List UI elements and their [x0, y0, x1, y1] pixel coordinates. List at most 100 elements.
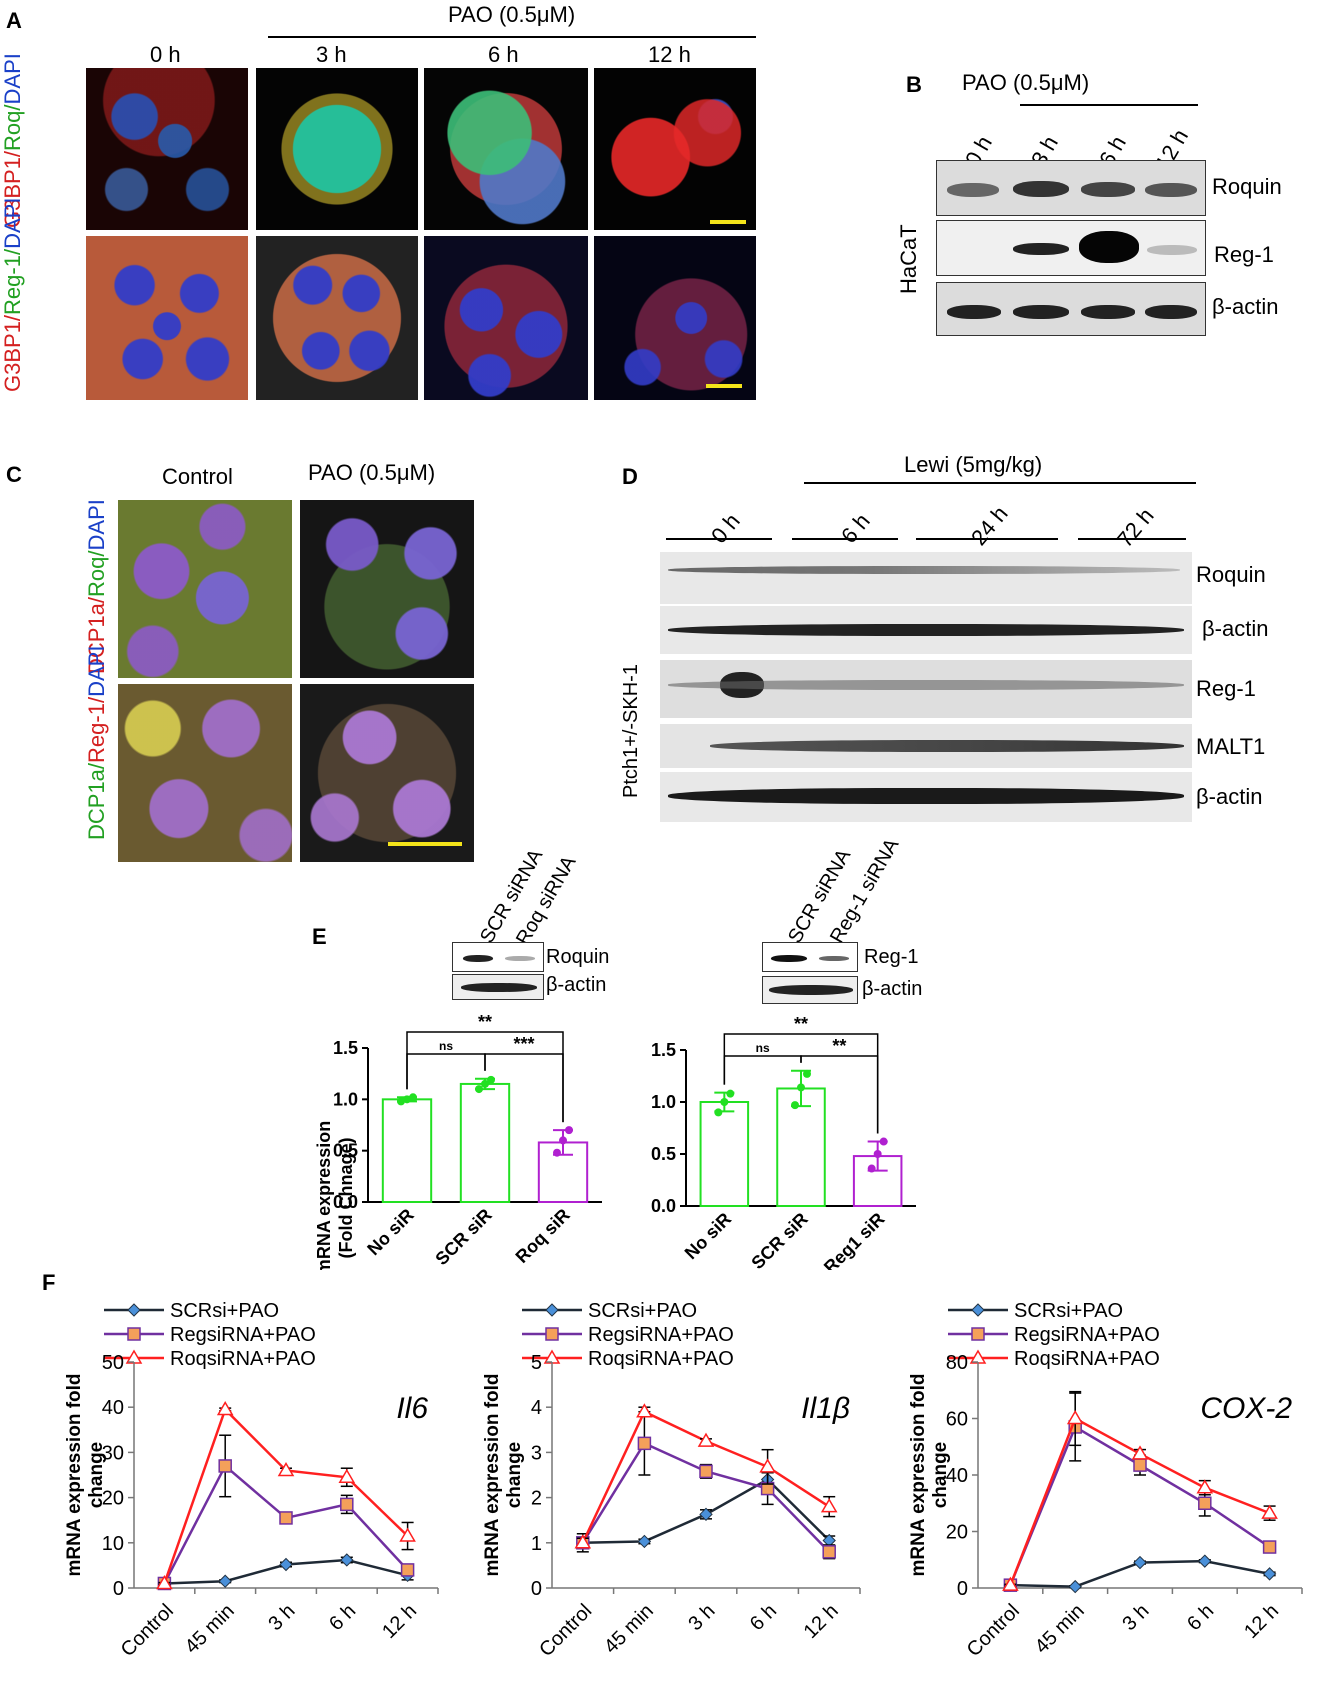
y-tick-label: 10	[102, 1533, 124, 1555]
data-point-square	[822, 1545, 836, 1559]
data-point-diamond	[127, 1303, 141, 1317]
data-point-triangle	[1131, 1445, 1149, 1460]
bar	[699, 1101, 750, 1207]
data-point-square	[127, 1327, 141, 1341]
x-tick-label: Control	[117, 1600, 178, 1661]
data-point	[714, 1108, 723, 1117]
data-point-triangle	[338, 1468, 356, 1484]
panel-c-row2-stain: DCP1a/Reg-1/DAPI	[84, 645, 109, 840]
y-tick-label: 0.5	[651, 1144, 676, 1164]
panel-d-group-24h: 24 h	[966, 501, 1013, 551]
y-tick-label: 30	[102, 1442, 124, 1464]
data-point	[553, 1148, 561, 1157]
data-point-square	[1262, 1540, 1277, 1554]
data-point	[720, 1098, 729, 1106]
blot-e-actin-left-label: β-actin	[546, 974, 607, 996]
series-line	[163, 1407, 409, 1584]
blot-e-reg1-label: Reg-1	[864, 946, 919, 968]
data-point-diamond	[340, 1553, 354, 1567]
x-tick-label: 6 h	[746, 1600, 781, 1635]
blot-e-actin-right	[762, 976, 858, 1004]
data-point	[726, 1089, 735, 1098]
data-point-triangle	[1002, 1576, 1019, 1591]
category-label: SCR siR	[747, 1209, 811, 1270]
significance-label: ns	[756, 1041, 770, 1055]
legend-label: RoqsiRNA+PAO	[170, 1348, 316, 1370]
micrograph-a-roq-6h	[424, 68, 588, 230]
legend-label: RegsiRNA+PAO	[1014, 1324, 1160, 1346]
y-tick-label: 0.5	[333, 1141, 358, 1161]
gene-label: Il6	[396, 1392, 428, 1425]
y-tick-label: 1.0	[651, 1092, 676, 1112]
chart-e-left: mRNA expression (Fold Chnage) 0.0 0.5 1.0 1…	[314, 1012, 602, 1270]
micrograph-a-reg1-0h	[86, 236, 248, 400]
x-tick-label: 12 h	[1240, 1600, 1283, 1643]
stain-green: Roq/	[0, 104, 25, 151]
data-point-square	[1198, 1496, 1212, 1510]
data-point-triangle	[216, 1400, 234, 1416]
blot-d-roquin-label: Roquin	[1196, 562, 1266, 587]
blot-e-reg1	[762, 942, 858, 972]
data-point-square	[699, 1464, 713, 1479]
blot-e-actin-left	[452, 974, 544, 1000]
y-axis-label: mRNA expression fold	[64, 1373, 85, 1576]
legend-label: RoqsiRNA+PAO	[1014, 1348, 1160, 1370]
category-label: No siR	[681, 1209, 735, 1263]
y-axis-label: change	[86, 1442, 107, 1509]
panel-d-group-72h: 72 h	[1112, 503, 1159, 553]
y-tick-label: 20	[102, 1488, 124, 1510]
blot-d-actin1	[660, 606, 1192, 654]
blot-d-reg1	[660, 660, 1192, 718]
data-point	[403, 1095, 411, 1104]
data-point-diamond	[279, 1557, 293, 1572]
data-point-triangle	[636, 1403, 653, 1418]
data-point	[475, 1085, 483, 1094]
legend-label: RegsiRNA+PAO	[170, 1324, 316, 1346]
data-point	[791, 1101, 799, 1110]
panel-a-treatment: PAO (0.5μM)	[448, 2, 576, 27]
data-point	[409, 1093, 417, 1102]
y-tick-label: 50	[102, 1352, 124, 1374]
scale-bar	[388, 842, 462, 846]
stain-red: G3BP1/	[0, 314, 25, 392]
x-tick-label: 6 h	[1183, 1600, 1218, 1635]
y-tick-label: 3	[531, 1442, 542, 1464]
chart-e-left-ylabel: mRNA expression	[314, 1121, 334, 1270]
y-tick-label: 4	[531, 1397, 542, 1419]
panel-a-time-3h: 3 h	[316, 42, 347, 67]
y-tick-label: 0	[957, 1578, 968, 1600]
y-tick-label: 1	[531, 1533, 542, 1555]
data-point-diamond	[1068, 1579, 1082, 1594]
legend-label: SCRsi+PAO	[170, 1300, 279, 1322]
scale-bar	[710, 220, 746, 224]
micrograph-c-roq-control	[118, 500, 292, 678]
data-point-square	[218, 1459, 232, 1473]
panel-a-treatment-bar	[268, 36, 756, 38]
panel-a-time-0h: 0 h	[150, 42, 181, 67]
y-tick-label: 0	[113, 1578, 124, 1600]
micrograph-c-reg1-control	[118, 684, 292, 862]
data-point	[797, 1083, 805, 1092]
x-tick-label: Control	[963, 1600, 1024, 1661]
panel-d-group-bar-24h	[916, 538, 1058, 540]
data-point	[803, 1069, 811, 1078]
gene-label: Il1β	[801, 1392, 850, 1425]
x-tick-label: 3 h	[684, 1600, 719, 1635]
data-point-diamond	[218, 1574, 232, 1588]
panel-b-treatment-bar	[1020, 104, 1198, 106]
blot-b-reg1-label: Reg-1	[1214, 242, 1274, 267]
legend-label: RoqsiRNA+PAO	[588, 1348, 734, 1370]
panel-c-col-control: Control	[162, 464, 233, 489]
data-point	[397, 1097, 405, 1106]
data-point	[867, 1164, 876, 1173]
data-point-square	[340, 1497, 354, 1512]
y-tick-label: 1.0	[333, 1089, 358, 1109]
data-point-triangle	[697, 1432, 715, 1447]
data-point	[873, 1150, 882, 1158]
stain-green: Reg-1/	[0, 248, 25, 315]
micrograph-a-reg1-12h	[594, 236, 756, 400]
blot-d-malt1-label: MALT1	[1196, 734, 1266, 759]
y-tick-label: 0.0	[651, 1196, 676, 1216]
micrograph-c-reg1-pao	[300, 684, 474, 862]
bar	[776, 1087, 826, 1207]
